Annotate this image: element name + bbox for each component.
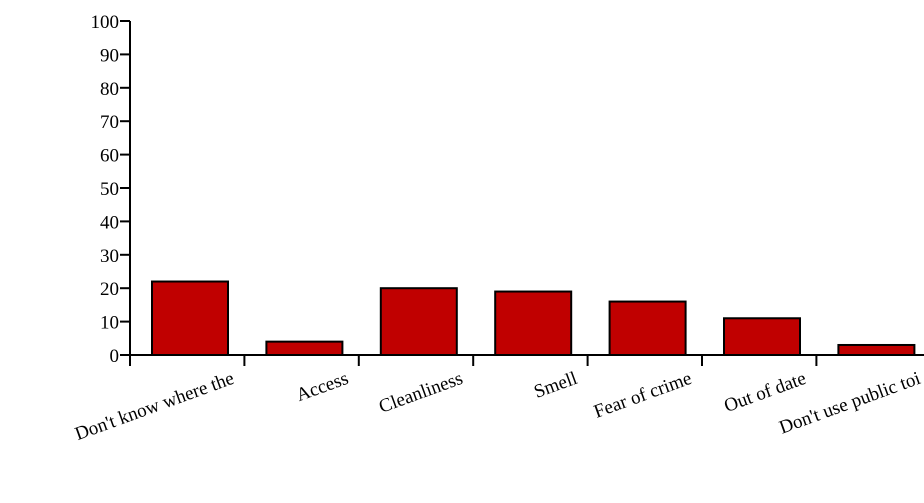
bar-7 <box>837 343 916 357</box>
bar-2 <box>265 340 344 357</box>
y-tick-label: 40 <box>100 212 119 233</box>
y-tick-label: 30 <box>100 246 119 267</box>
category-label: Out of date <box>721 368 809 417</box>
category-labels: Don't know where the Access Cleanliness Sme… <box>72 368 923 445</box>
category-label: Access <box>294 368 352 406</box>
category-label: Don't know where the <box>72 368 237 445</box>
bar-1 <box>151 280 229 356</box>
y-tick-label: 50 <box>100 179 119 200</box>
y-tick-label: 20 <box>100 279 119 300</box>
y-tick-label: 0 <box>110 346 120 367</box>
y-axis: 0 10 20 30 40 50 60 70 80 90 100 <box>91 12 131 367</box>
y-tick-label: 60 <box>100 146 119 167</box>
y-tick-label: 70 <box>100 112 119 133</box>
bars <box>151 280 916 357</box>
y-tick-label: 90 <box>100 45 119 66</box>
x-axis <box>129 354 924 366</box>
y-tick-label: 80 <box>100 79 119 100</box>
bar-4 <box>494 290 573 357</box>
category-label: Cleanliness <box>376 368 466 418</box>
y-tick-label: 10 <box>100 313 119 334</box>
category-label: Smell <box>531 368 580 403</box>
bar-3 <box>379 287 458 357</box>
y-tick-label: 100 <box>91 12 120 33</box>
category-label: Fear of crime <box>591 368 694 423</box>
bar-5 <box>608 300 687 356</box>
bar-6 <box>723 317 801 357</box>
